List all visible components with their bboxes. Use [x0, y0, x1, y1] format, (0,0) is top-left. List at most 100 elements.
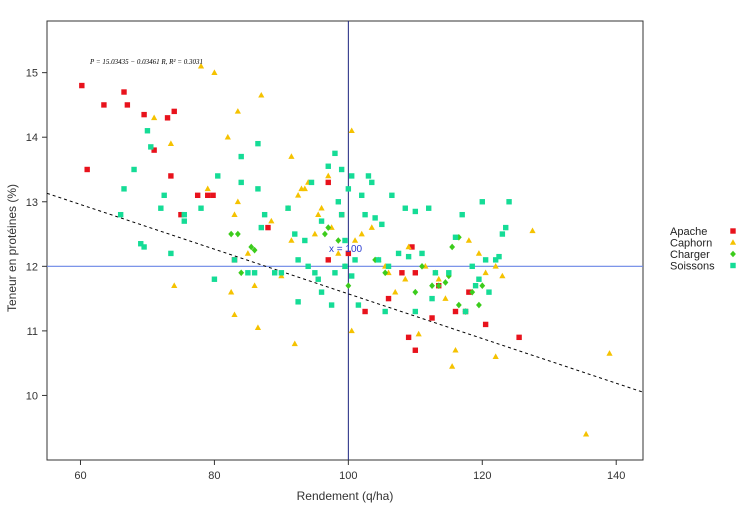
x-tick-label: 120 — [473, 470, 491, 482]
data-point-caphorn — [231, 311, 238, 318]
data-point-soissons — [369, 179, 375, 186]
data-point-charger — [228, 230, 235, 238]
legend-label-soissons: Soissons — [670, 261, 715, 273]
data-point-soissons — [332, 150, 338, 157]
data-point-soissons — [506, 199, 512, 205]
y-tick-label: 11 — [27, 326, 38, 338]
data-point-soissons — [446, 270, 452, 276]
data-point-caphorn — [482, 269, 489, 276]
data-point-caphorn — [278, 272, 285, 279]
data-point-apache — [412, 347, 419, 353]
data-point-soissons — [338, 166, 345, 173]
data-point-charger — [372, 256, 379, 264]
regression-layer — [46, 192, 644, 393]
data-point-caphorn — [405, 243, 412, 250]
data-point-apache — [84, 166, 90, 173]
legend-marker-soissons — [730, 262, 736, 269]
data-point-soissons — [271, 270, 278, 276]
data-point-caphorn — [606, 350, 613, 356]
data-point-soissons — [472, 282, 479, 289]
data-point-caphorn — [435, 275, 442, 282]
data-point-apache — [121, 89, 127, 95]
data-point-apache — [168, 173, 174, 179]
data-point-soissons — [181, 211, 187, 218]
data-point-caphorn — [258, 91, 265, 98]
data-point-apache — [409, 244, 415, 250]
data-point-soissons — [342, 263, 348, 270]
data-point-caphorn — [204, 185, 211, 192]
data-point-caphorn — [415, 330, 422, 337]
data-point-soissons — [385, 263, 392, 270]
data-point-charger — [345, 282, 352, 289]
data-point-apache — [399, 270, 405, 276]
regression-equation: P = 15.03435 − 0.03461 R, R² = 0.3031 — [89, 58, 203, 66]
data-point-caphorn — [325, 172, 332, 179]
data-point-soissons — [318, 289, 325, 295]
data-point-soissons — [308, 179, 315, 186]
data-point-soissons — [365, 173, 372, 179]
data-point-apache — [412, 270, 419, 276]
data-point-charger — [335, 237, 342, 244]
data-point-caphorn — [234, 108, 241, 114]
data-point-caphorn — [211, 69, 218, 75]
data-point-apache — [178, 211, 184, 218]
data-point-soissons — [348, 173, 355, 179]
data-point-caphorn — [402, 275, 409, 282]
data-point-soissons — [198, 205, 204, 211]
mean-x-annotation: x = 100 — [329, 244, 363, 255]
data-point-apache — [362, 308, 368, 315]
data-point-soissons — [389, 192, 395, 199]
data-point-soissons — [395, 250, 402, 257]
data-point-caphorn — [234, 198, 241, 205]
data-point-soissons — [503, 224, 509, 231]
x-tick-label: 60 — [74, 470, 86, 482]
data-point-caphorn — [167, 140, 174, 146]
data-point-caphorn — [348, 127, 355, 134]
y-tick-label: 14 — [26, 132, 38, 144]
data-point-soissons — [348, 273, 355, 279]
data-point-apache — [151, 147, 157, 153]
data-point-apache — [164, 115, 171, 121]
data-point-soissons — [278, 270, 285, 276]
data-point-caphorn — [244, 250, 251, 256]
data-point-apache — [124, 102, 131, 108]
data-point-apache — [405, 334, 412, 341]
y-axis-title: Teneur en protéines (%) — [5, 184, 19, 312]
y-tick-label: 10 — [26, 390, 38, 402]
data-point-caphorn — [529, 227, 536, 234]
data-point-charger — [234, 230, 241, 238]
data-point-charger — [419, 263, 425, 270]
data-point-soissons — [452, 234, 459, 240]
data-point-apache — [325, 257, 331, 263]
data-point-caphorn — [311, 230, 318, 237]
data-point-charger — [449, 243, 456, 251]
data-point-caphorn — [392, 288, 399, 295]
data-point-charger — [382, 269, 389, 277]
data-point-caphorn — [224, 133, 231, 140]
data-point-soissons — [462, 308, 469, 315]
data-point-soissons — [345, 186, 352, 192]
data-point-charger — [251, 246, 258, 254]
data-point-soissons — [342, 237, 348, 244]
data-point-soissons — [402, 205, 408, 211]
data-point-soissons — [355, 302, 362, 308]
data-point-caphorn — [268, 217, 275, 224]
data-point-soissons — [312, 270, 318, 276]
data-point-soissons — [379, 221, 385, 228]
regression-line — [46, 192, 644, 393]
data-point-charger — [455, 301, 462, 309]
data-point-soissons — [412, 308, 419, 315]
data-point-soissons — [375, 257, 382, 263]
data-point-caphorn — [368, 224, 375, 230]
data-point-caphorn — [442, 295, 449, 301]
data-point-caphorn — [295, 192, 302, 198]
data-point-soissons — [158, 205, 164, 211]
legend-marker-caphorn — [729, 239, 737, 245]
data-point-charger — [479, 282, 486, 289]
data-point-soissons — [215, 173, 221, 179]
data-point-apache — [205, 192, 211, 199]
data-point-apache — [452, 308, 459, 315]
x-tick-label: 140 — [607, 470, 625, 482]
